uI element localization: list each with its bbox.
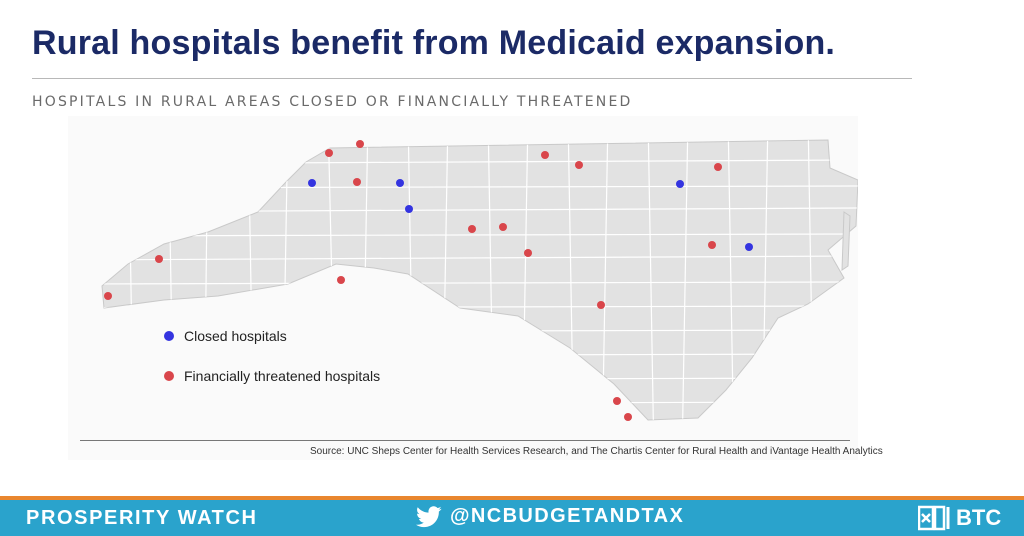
closed-dot-icon bbox=[164, 331, 174, 341]
page-title: Rural hospitals benefit from Medicaid ex… bbox=[32, 24, 836, 62]
threatened-hospital-marker bbox=[499, 223, 507, 231]
threatened-hospital-marker bbox=[708, 241, 716, 249]
threatened-hospital-marker bbox=[468, 225, 476, 233]
footer-brand: PROSPERITY WATCH bbox=[26, 507, 258, 529]
threatened-hospital-marker bbox=[541, 151, 549, 159]
threatened-hospital-marker bbox=[353, 178, 361, 186]
closed-hospital-marker bbox=[308, 179, 316, 187]
legend-threatened: Financially threatened hospitals bbox=[164, 368, 380, 384]
footer-bar: PROSPERITY WATCH @NCBUDGETANDTAX BTC bbox=[0, 496, 1024, 536]
legend-closed: Closed hospitals bbox=[164, 328, 287, 344]
legend-closed-label: Closed hospitals bbox=[184, 328, 287, 344]
map-subtitle: HOSPITALS IN RURAL AREAS CLOSED OR FINAN… bbox=[32, 94, 633, 110]
nc-county-map bbox=[101, 139, 858, 421]
source-divider bbox=[80, 440, 850, 441]
btc-logo-text: BTC bbox=[956, 505, 1002, 530]
threatened-hospital-marker bbox=[155, 255, 163, 263]
threatened-hospital-marker bbox=[613, 397, 621, 405]
threatened-hospital-marker bbox=[575, 161, 583, 169]
threatened-hospital-marker bbox=[714, 163, 722, 171]
state-shape bbox=[101, 139, 858, 421]
threatened-hospital-marker bbox=[597, 301, 605, 309]
hospital-markers bbox=[104, 140, 753, 421]
threatened-dot-icon bbox=[164, 371, 174, 381]
footer-social[interactable]: @NCBUDGETANDTAX bbox=[416, 505, 684, 528]
threatened-hospital-marker bbox=[524, 249, 532, 257]
title-divider bbox=[32, 78, 912, 79]
legend-threatened-label: Financially threatened hospitals bbox=[184, 368, 381, 384]
coastal-islands bbox=[841, 211, 851, 271]
closed-hospital-marker bbox=[396, 179, 404, 187]
btc-logo: BTC bbox=[918, 504, 1001, 532]
closed-hospital-marker bbox=[405, 205, 413, 213]
source-note: Source: UNC Sheps Center for Health Serv… bbox=[310, 446, 883, 457]
btc-emblem-icon bbox=[918, 505, 950, 531]
twitter-bird-icon bbox=[416, 505, 442, 527]
closed-hospital-marker bbox=[676, 180, 684, 188]
threatened-hospital-marker bbox=[104, 292, 112, 300]
threatened-hospital-marker bbox=[325, 149, 333, 157]
threatened-hospital-marker bbox=[337, 276, 345, 284]
closed-hospital-marker bbox=[745, 243, 753, 251]
map-panel: Closed hospitals Financially threatened … bbox=[68, 116, 858, 460]
twitter-handle[interactable]: @NCBUDGETANDTAX bbox=[450, 505, 685, 527]
threatened-hospital-marker bbox=[356, 140, 364, 148]
threatened-hospital-marker bbox=[624, 413, 632, 421]
